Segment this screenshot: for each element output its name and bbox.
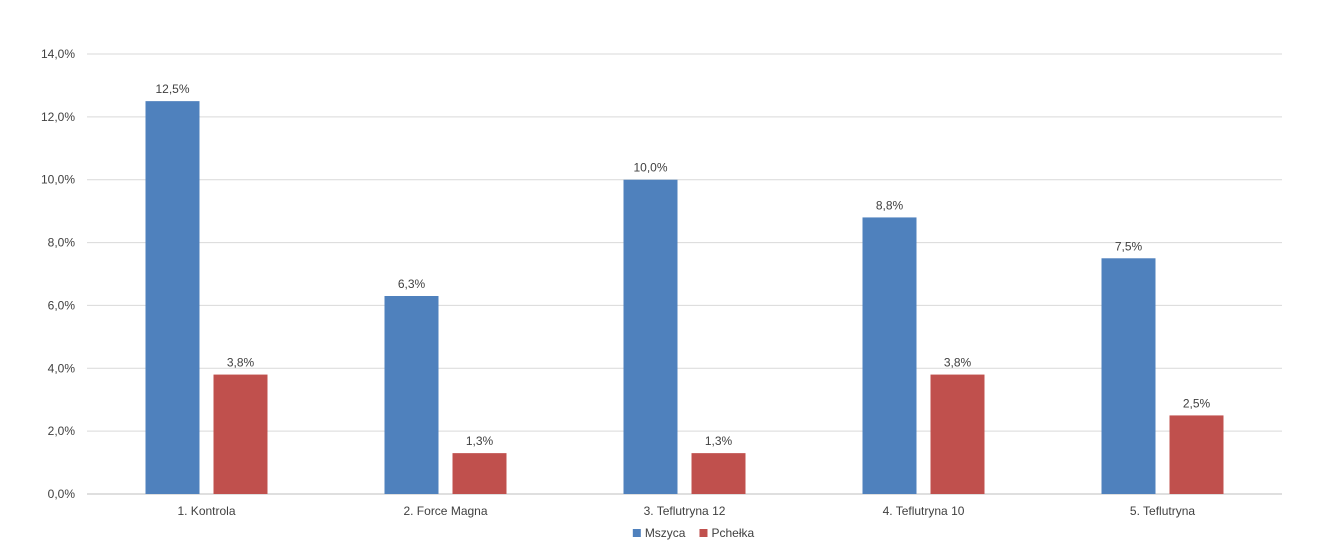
data-label: 10,0% xyxy=(633,161,667,175)
data-label: 12,5% xyxy=(155,82,189,96)
bar-mszyca-2 xyxy=(384,296,439,494)
bar-mszyca-5 xyxy=(1101,258,1156,494)
legend-label: Pchełka xyxy=(711,526,754,540)
bar-pche-ka-5 xyxy=(1169,415,1224,494)
data-label: 3,8% xyxy=(227,356,255,370)
y-tick-label: 0,0% xyxy=(48,487,76,501)
x-category-label: 4. Teflutryna 10 xyxy=(883,504,965,518)
y-tick-label: 14,0% xyxy=(41,47,75,61)
bar-pche-ka-1 xyxy=(213,374,268,494)
legend-swatch-pche-ka xyxy=(699,529,708,537)
y-axis: 0,0% 2,0% 4,0% 6,0% 8,0% 10,0% 12,0% 14,0% xyxy=(41,47,75,501)
data-label: 1,3% xyxy=(705,434,733,448)
bar-pche-ka-3 xyxy=(691,453,746,494)
y-tick-label: 8,0% xyxy=(48,236,76,250)
legend: Mszyca Pchełka xyxy=(632,526,755,540)
x-category-label: 1. Kontrola xyxy=(177,504,235,518)
bar-pche-ka-2 xyxy=(452,453,507,494)
y-tick-label: 12,0% xyxy=(41,110,75,124)
y-tick-label: 2,0% xyxy=(48,424,76,438)
data-label: 1,3% xyxy=(466,434,494,448)
y-tick-label: 10,0% xyxy=(41,173,75,187)
bars: 12,5% 3,8% 6,3% 1,3% 10,0% 1,3% 8,8% 3,8% 7,5% 2,… xyxy=(145,82,1224,495)
x-axis: 1. Kontrola 2. Force Magna 3. Teflutryna 1… xyxy=(177,504,1195,518)
bar-mszyca-3 xyxy=(623,179,678,494)
grid-lines xyxy=(87,53,1282,495)
legend-swatch-mszyca xyxy=(632,529,641,537)
data-label: 3,8% xyxy=(944,356,972,370)
data-label: 6,3% xyxy=(398,277,426,291)
x-category-label: 5. Teflutryna xyxy=(1130,504,1195,518)
y-tick-label: 6,0% xyxy=(48,298,76,312)
y-tick-label: 4,0% xyxy=(48,361,76,375)
x-category-label: 2. Force Magna xyxy=(403,504,487,518)
bar-mszyca-1 xyxy=(145,101,200,495)
data-label: 7,5% xyxy=(1115,239,1143,253)
data-label: 8,8% xyxy=(876,198,904,212)
bar-pche-ka-4 xyxy=(930,374,985,494)
x-category-label: 3. Teflutryna 12 xyxy=(644,504,726,518)
data-label: 2,5% xyxy=(1183,396,1211,410)
bar-mszyca-4 xyxy=(862,217,917,494)
legend-label: Mszyca xyxy=(645,526,686,540)
